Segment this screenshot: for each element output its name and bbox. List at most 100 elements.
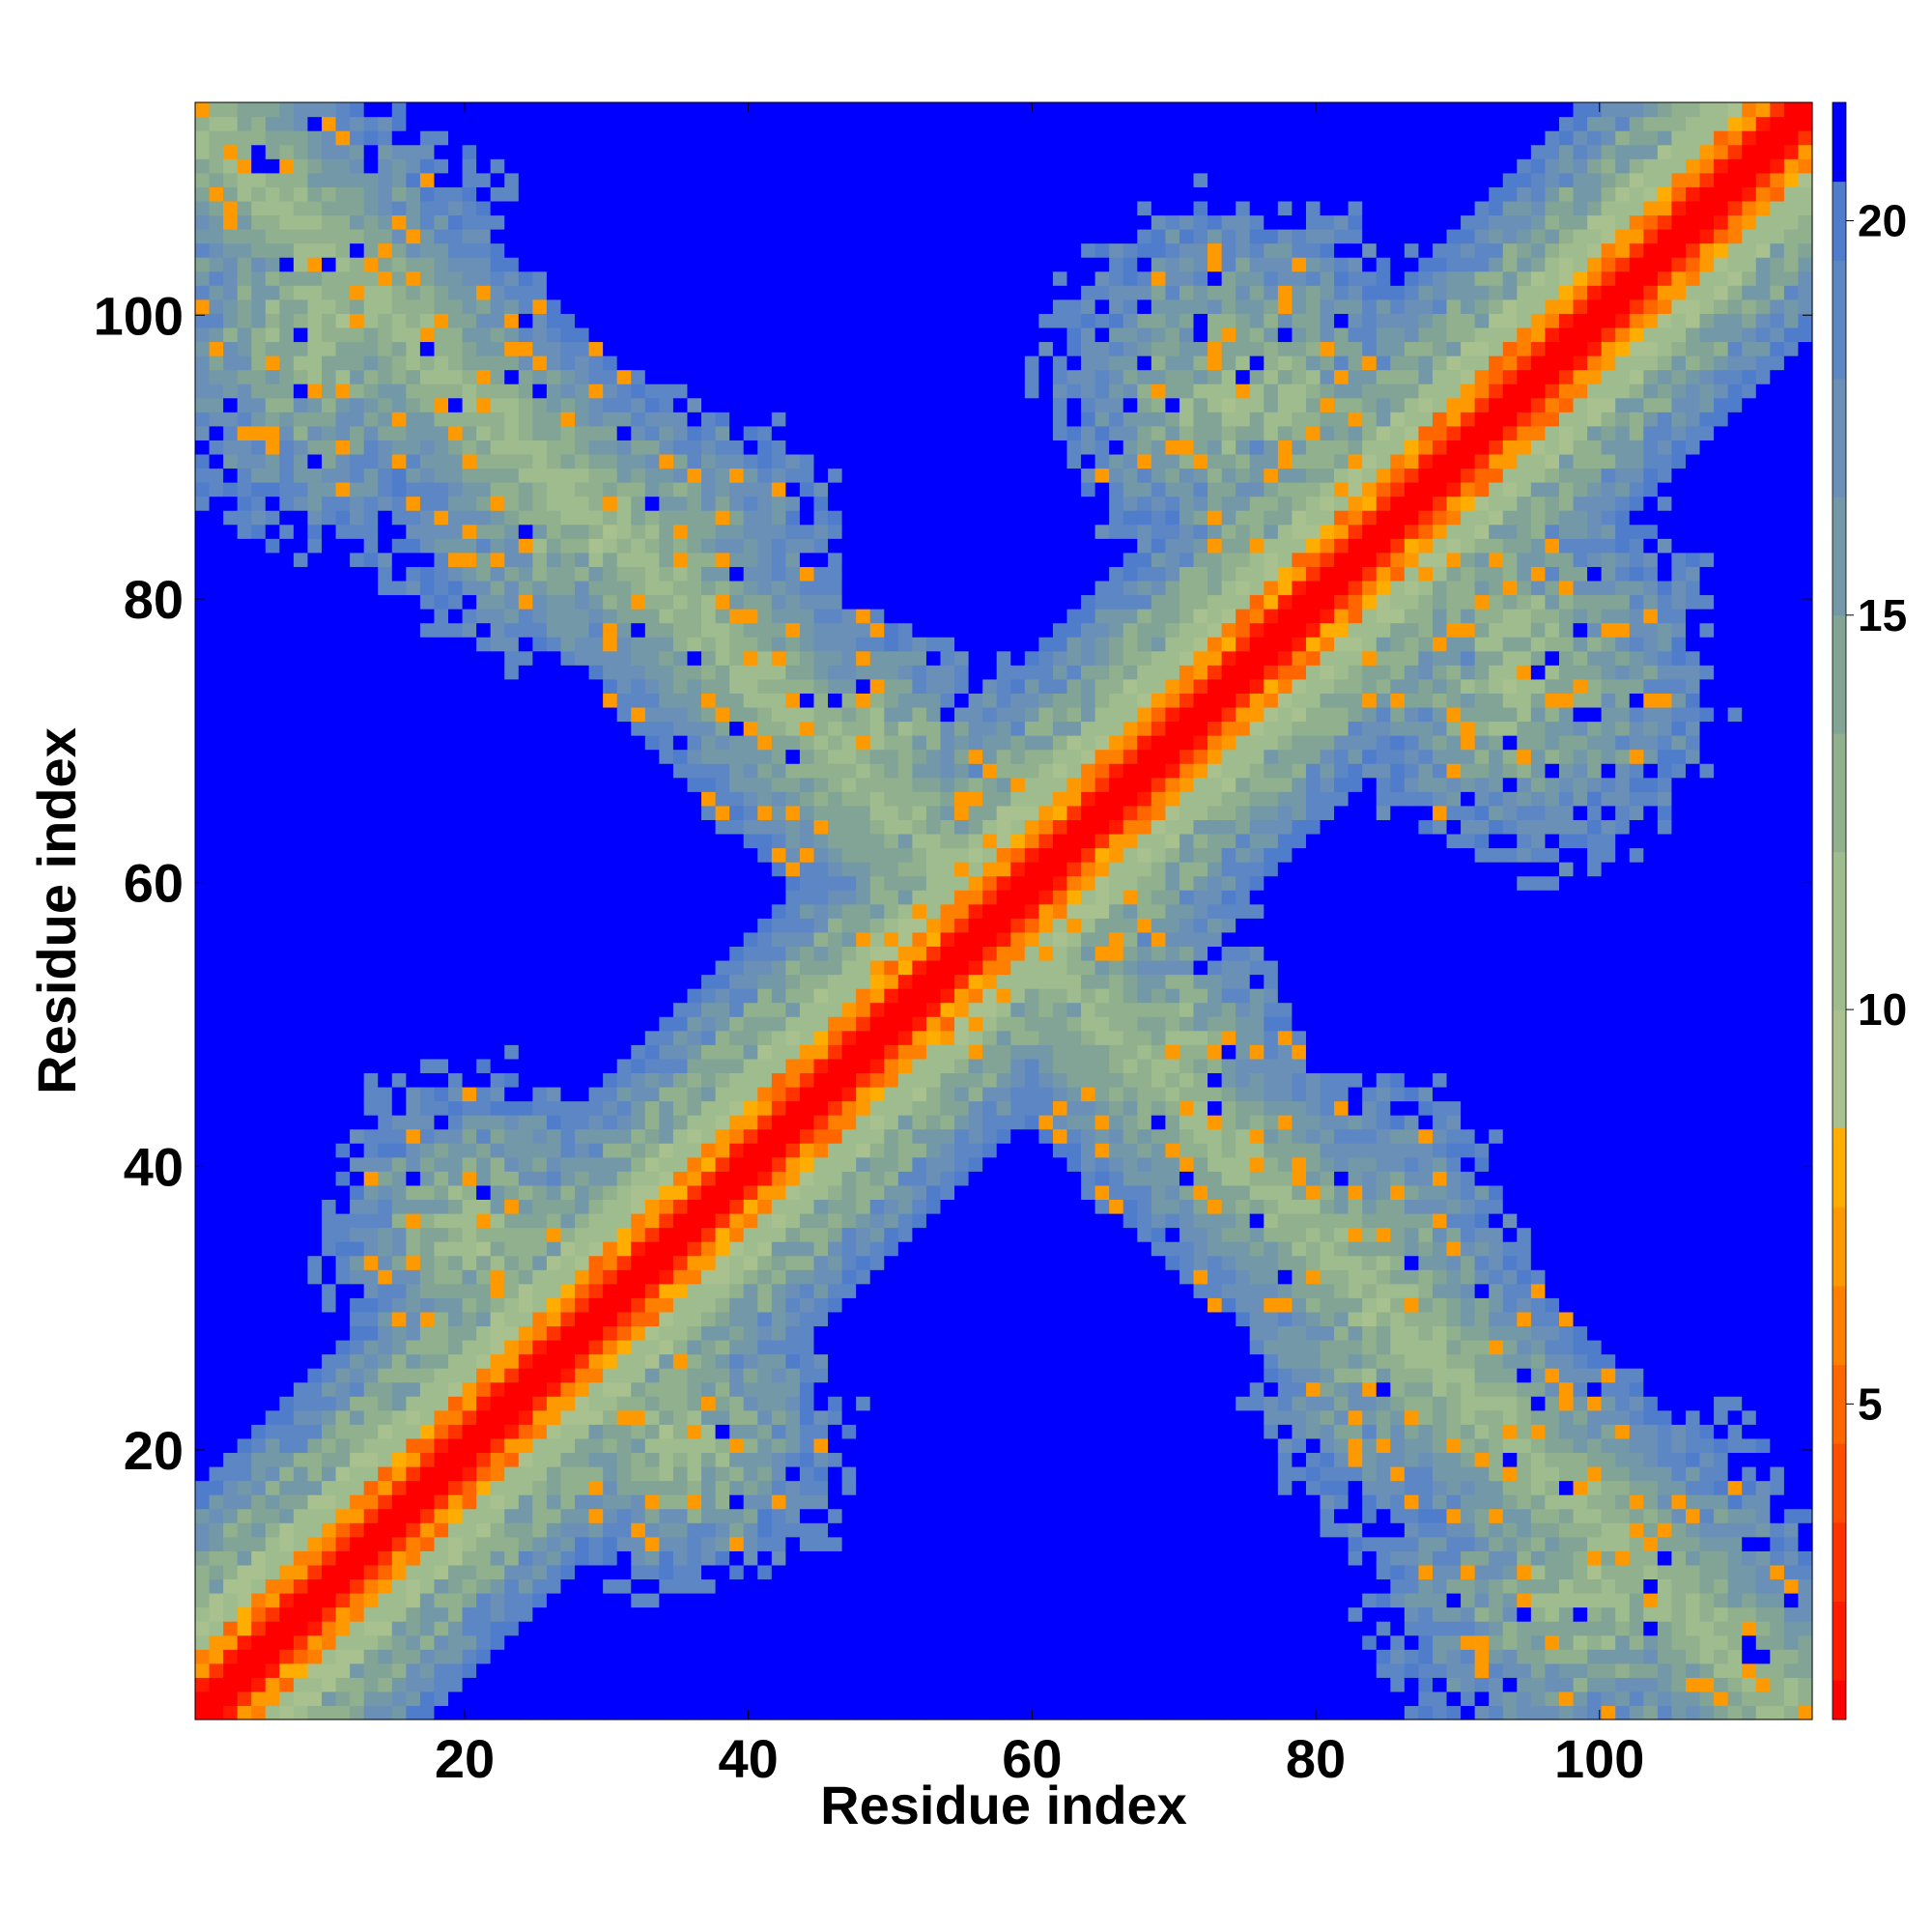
heatmap-cell <box>771 482 786 497</box>
heatmap-cell <box>532 1522 548 1538</box>
heatmap-cell <box>729 270 745 286</box>
heatmap-cell <box>743 1550 758 1566</box>
heatmap-cell <box>631 510 646 526</box>
heatmap-cell <box>701 538 717 554</box>
heatmap-cell <box>560 158 576 174</box>
heatmap-cell <box>532 1677 548 1692</box>
heatmap-cell <box>335 285 351 300</box>
heatmap-cell <box>350 172 365 187</box>
heatmap-cell <box>462 890 477 905</box>
heatmap-cell <box>406 1212 421 1229</box>
heatmap-cell <box>350 875 365 891</box>
heatmap-cell <box>729 791 745 807</box>
heatmap-cell <box>279 622 295 638</box>
heatmap-cell <box>335 721 351 736</box>
heatmap-cell <box>279 918 295 933</box>
heatmap-cell <box>757 1128 773 1144</box>
heatmap-cell <box>279 791 295 807</box>
heatmap-cell <box>588 1424 604 1439</box>
heatmap-cell <box>771 1297 786 1313</box>
heatmap-cell <box>476 903 492 919</box>
heatmap-cell <box>687 341 702 356</box>
heatmap-cell <box>588 1662 604 1678</box>
heatmap-cell <box>771 1311 786 1327</box>
heatmap-cell <box>644 1002 660 1017</box>
heatmap-cell <box>434 1199 449 1214</box>
heatmap-cell <box>701 1255 717 1270</box>
heatmap-cell <box>575 1578 590 1594</box>
heatmap-cell <box>672 1662 689 1678</box>
heatmap-cell <box>757 1564 773 1580</box>
heatmap-cell <box>729 847 745 863</box>
heatmap-cell <box>476 1156 492 1172</box>
heatmap-cell <box>476 665 492 680</box>
heatmap-cell <box>575 1452 590 1467</box>
heatmap-cell <box>715 1128 730 1144</box>
heatmap-cell <box>757 1508 773 1523</box>
heatmap-cell <box>771 538 786 554</box>
heatmap-cell <box>378 566 393 582</box>
heatmap-cell <box>307 1705 323 1720</box>
heatmap-cell <box>532 1030 548 1045</box>
heatmap-cell <box>476 650 492 666</box>
heatmap-cell <box>532 988 548 1004</box>
heatmap-cell <box>785 678 801 694</box>
heatmap-cell <box>687 693 702 708</box>
heatmap-cell <box>785 1368 801 1383</box>
heatmap-cell <box>743 749 758 764</box>
heatmap-cell <box>701 355 717 371</box>
heatmap-cell <box>616 693 632 708</box>
heatmap-cell <box>729 1297 745 1313</box>
heatmap-cell <box>799 1606 815 1622</box>
heatmap-cell <box>799 1255 815 1270</box>
heatmap-cell <box>785 693 801 708</box>
heatmap-cell <box>715 1086 730 1102</box>
heatmap-cell <box>448 1311 464 1327</box>
heatmap-cell <box>251 1662 267 1678</box>
heatmap-cell <box>743 1227 758 1242</box>
heatmap-cell <box>743 270 758 286</box>
heatmap-cell <box>532 1171 548 1186</box>
heatmap-cell <box>419 1325 436 1341</box>
heatmap-cell <box>715 482 730 497</box>
heatmap-cell <box>560 214 576 230</box>
heatmap-cell <box>490 116 505 131</box>
heatmap-cell <box>251 974 267 989</box>
heatmap-cell <box>419 749 436 764</box>
heatmap-cell <box>729 890 745 905</box>
heatmap-cell <box>335 1621 351 1636</box>
heatmap-cell <box>363 1212 379 1229</box>
heatmap-cell <box>448 341 464 356</box>
heatmap-cell <box>575 200 590 216</box>
heatmap-cell <box>462 1634 477 1650</box>
heatmap-cell <box>518 1649 533 1664</box>
heatmap-cell <box>715 1100 730 1116</box>
heatmap-cell <box>293 833 309 849</box>
heatmap-cell <box>518 988 533 1004</box>
heatmap-cell <box>363 453 379 469</box>
heatmap-cell <box>588 397 604 412</box>
heatmap-cell <box>406 918 421 933</box>
heatmap-cell <box>715 313 730 328</box>
heatmap-cell <box>560 116 576 131</box>
heatmap-cell <box>575 763 590 779</box>
heatmap-cell <box>644 1199 660 1214</box>
heatmap-cell <box>659 735 674 751</box>
heatmap-cell <box>350 1522 365 1538</box>
heatmap-cell <box>363 763 379 779</box>
heatmap-cell <box>434 580 449 596</box>
heatmap-cell <box>490 1269 505 1285</box>
heatmap-cell <box>406 1409 421 1425</box>
heatmap-cell <box>406 946 421 961</box>
heatmap-cell <box>672 777 689 792</box>
heatmap-cell <box>448 918 464 933</box>
heatmap-cell <box>307 397 323 412</box>
heatmap-cell <box>771 665 786 680</box>
heatmap-cell <box>588 144 604 159</box>
heatmap-cell <box>616 425 632 440</box>
heatmap-cell <box>476 1184 492 1201</box>
heatmap-cell <box>322 693 337 708</box>
heatmap-cell <box>504 496 520 511</box>
heatmap-cell <box>532 285 548 300</box>
heatmap-cell <box>504 552 520 567</box>
